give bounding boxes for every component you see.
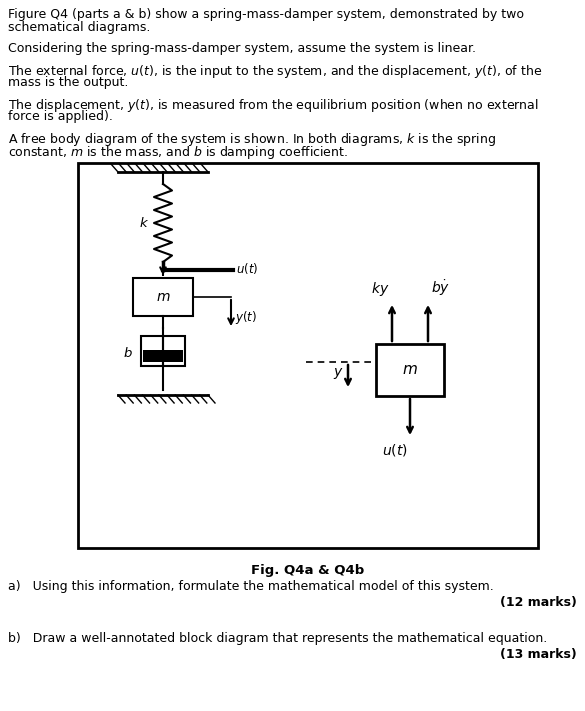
Text: A free body diagram of the system is shown. In both diagrams, $k$ is the spring: A free body diagram of the system is sho… xyxy=(8,131,496,148)
Text: $u(t)$: $u(t)$ xyxy=(382,442,408,458)
Text: $y(t)$: $y(t)$ xyxy=(235,309,257,326)
Text: $u(t)$: $u(t)$ xyxy=(236,262,258,277)
Text: schematical diagrams.: schematical diagrams. xyxy=(8,21,150,34)
Text: $y$: $y$ xyxy=(333,366,344,381)
Bar xyxy=(143,350,183,362)
Text: b)   Draw a well-annotated block diagram that represents the mathematical equati: b) Draw a well-annotated block diagram t… xyxy=(8,632,547,645)
Text: mass is the output.: mass is the output. xyxy=(8,76,128,89)
Text: $m$: $m$ xyxy=(156,290,170,304)
Text: $b\dot{y}$: $b\dot{y}$ xyxy=(431,278,450,298)
Text: $ky$: $ky$ xyxy=(370,280,389,298)
Text: (12 marks): (12 marks) xyxy=(500,596,577,609)
Text: constant, $m$ is the mass, and $b$ is damping coefficient.: constant, $m$ is the mass, and $b$ is da… xyxy=(8,144,348,161)
Text: Fig. Q4a & Q4b: Fig. Q4a & Q4b xyxy=(252,564,364,577)
Text: force is applied).: force is applied). xyxy=(8,110,113,123)
Text: $k$: $k$ xyxy=(139,216,149,230)
Text: The displacement, $y(t)$, is measured from the equilibrium position (when no ext: The displacement, $y(t)$, is measured fr… xyxy=(8,97,539,114)
Text: a)   Using this information, formulate the mathematical model of this system.: a) Using this information, formulate the… xyxy=(8,580,494,593)
Text: $b$: $b$ xyxy=(123,346,133,360)
Text: $m$: $m$ xyxy=(402,363,418,378)
Text: The external force, $u(t)$, is the input to the system, and the displacement, $y: The external force, $u(t)$, is the input… xyxy=(8,63,542,80)
Bar xyxy=(78,163,538,548)
Bar xyxy=(141,336,185,366)
Bar xyxy=(133,278,193,316)
Text: Considering the spring-mass-damper system, assume the system is linear.: Considering the spring-mass-damper syste… xyxy=(8,42,476,55)
Text: (13 marks): (13 marks) xyxy=(500,648,577,661)
Text: Figure Q4 (parts a & b) show a spring-mass-damper system, demonstrated by two: Figure Q4 (parts a & b) show a spring-ma… xyxy=(8,8,524,21)
Bar xyxy=(376,344,444,396)
